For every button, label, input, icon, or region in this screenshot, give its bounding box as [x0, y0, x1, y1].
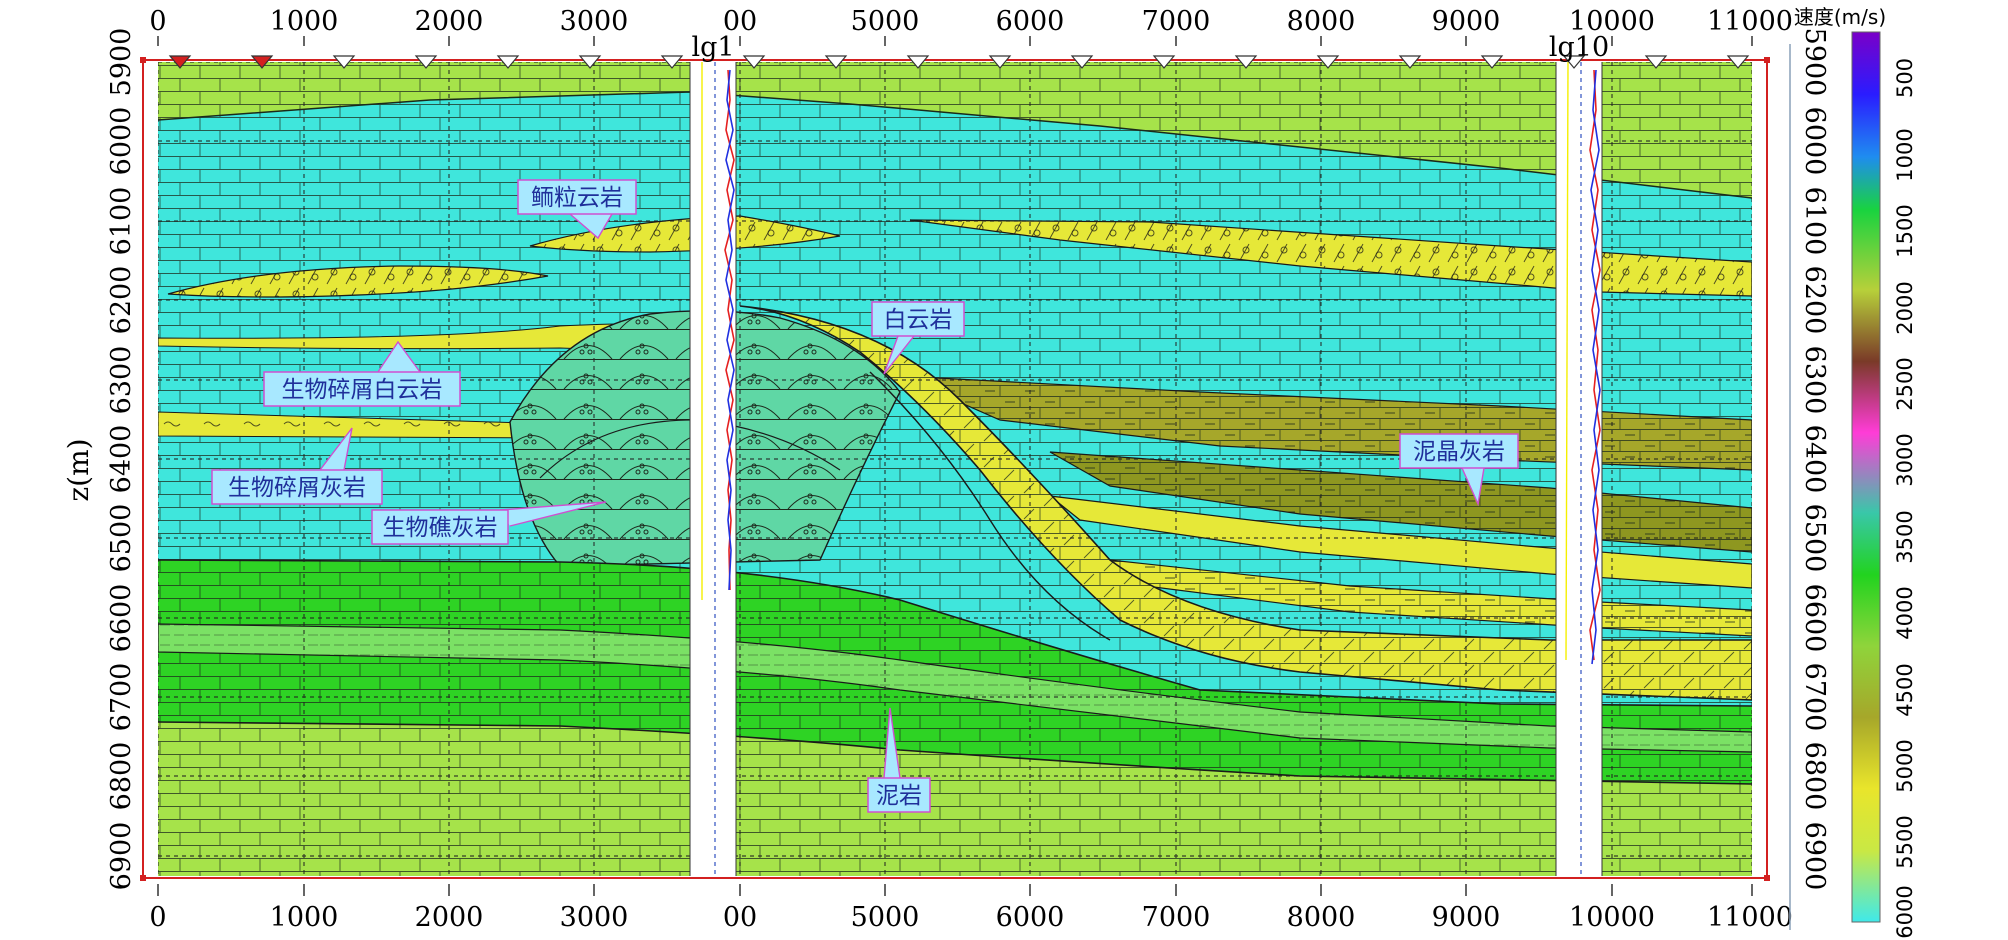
colorbar-tick-4500: 4500 [1893, 663, 1917, 716]
well-labels: lg1 lg10 [691, 32, 1609, 63]
colorbar-tick-5000: 5000 [1893, 739, 1917, 792]
y-tick-left-5900: 5900 [106, 28, 137, 97]
colorbar-tick-1500: 1500 [1893, 204, 1917, 257]
layer-oolitic-lenses [167, 215, 1752, 298]
y-tick-left-6600: 6600 [106, 584, 137, 653]
callout-bioclastic-limestone: 生物碎屑灰岩 [211, 427, 383, 505]
colorbar-title: 速度(m/s) [1794, 5, 1886, 29]
layer-top-yellowgreen [158, 62, 1752, 199]
colorbar-gradient [1851, 31, 1881, 923]
x-tick-top-0: 0 [149, 6, 166, 37]
model-frame [142, 59, 1768, 879]
colorbar-tick-500: 500 [1893, 58, 1917, 98]
x-tick-bottom-8000: 8000 [1287, 902, 1356, 933]
y-tick-left-6100: 6100 [106, 187, 137, 256]
colorbar-tick-5500: 5500 [1893, 815, 1917, 868]
callout-bioclastic-dolomite: 生物碎屑白云岩 [263, 340, 461, 407]
layer-dolomite-wedge [739, 305, 1752, 701]
y-tick-right-6400: 6400 [1799, 425, 1830, 494]
y-axis-right: 5900 6000 6100 6200 6300 6400 6500 6600 … [1789, 28, 1830, 930]
callout-oolitic-dolomite: 鲕粒云岩 [517, 179, 637, 240]
x-tick-top-8000: 8000 [1287, 6, 1356, 37]
x-tick-bottom-well: 00 [723, 902, 757, 933]
y-tick-right-6700: 6700 [1799, 663, 1830, 732]
callout-text-bioclastic-dolomite: 生物碎屑白云岩 [282, 377, 443, 403]
y-tick-right-6100: 6100 [1799, 187, 1830, 256]
velocity-colorbar: 速度(m/s) 500 1000 1500 2000 2500 3000 350… [1794, 5, 1917, 939]
x-tick-bottom-1000: 1000 [270, 902, 339, 933]
y-tick-right-6600: 6600 [1799, 584, 1830, 653]
y-tick-left-6900: 6900 [106, 822, 137, 891]
layer-light-green-stripe [158, 623, 1752, 753]
x-tick-top-11000: 11000 [1707, 6, 1793, 37]
x-tick-top-well: 00 [723, 6, 757, 37]
y-axis-label: z(m) [62, 438, 95, 501]
well-logs [701, 62, 1601, 665]
colorbar-tick-4000: 4000 [1893, 586, 1917, 639]
x-tick-bottom-5000: 5000 [851, 902, 920, 933]
y-tick-right-6900: 6900 [1799, 822, 1830, 891]
x-tick-top-3000: 3000 [560, 6, 629, 37]
colorbar-tick-6000: 6000 [1893, 885, 1917, 938]
y-tick-left-6400: 6400 [106, 425, 137, 494]
callout-dolomite: 白云岩 [871, 301, 965, 375]
colorbar-tick-3000: 3000 [1893, 433, 1917, 486]
x-tick-top-7000: 7000 [1142, 6, 1211, 37]
callout-text-micrite-limestone: 泥晶灰岩 [1413, 439, 1505, 465]
x-tick-top-2000: 2000 [415, 6, 484, 37]
y-tick-right-6800: 6800 [1799, 742, 1830, 811]
x-tick-bottom-10000: 10000 [1569, 902, 1655, 933]
colorbar-tick-3500: 3500 [1893, 510, 1917, 563]
x-tick-bottom-3000: 3000 [560, 902, 629, 933]
y-tick-right-6300: 6300 [1799, 346, 1830, 415]
colorbar-tick-2000: 2000 [1893, 281, 1917, 334]
x-tick-bottom-2000: 2000 [415, 902, 484, 933]
x-tick-bottom-9000: 9000 [1432, 902, 1501, 933]
y-axis-left: z(m) 5900 6000 6100 6200 6300 6400 6500 … [62, 28, 137, 891]
callout-text-bioclastic-limestone: 生物碎屑灰岩 [228, 475, 366, 501]
callout-micrite-limestone: 泥晶灰岩 [1399, 433, 1519, 507]
x-axis-bottom: 0 1000 2000 3000 00 5000 6000 7000 8000 … [149, 884, 1793, 933]
x-tick-bottom-0: 0 [149, 902, 166, 933]
model-area [158, 62, 1752, 876]
y-tick-right-5900: 5900 [1799, 28, 1830, 97]
y-tick-left-6300: 6300 [106, 346, 137, 415]
y-tick-left-6700: 6700 [106, 663, 137, 732]
callout-text-oolitic-dolomite: 鲕粒云岩 [531, 185, 623, 211]
layer-bottom-yellowgreen [158, 721, 1752, 876]
colorbar-tick-2500: 2500 [1893, 357, 1917, 410]
x-tick-top-10000: 10000 [1569, 6, 1655, 37]
y-tick-right-6000: 6000 [1799, 107, 1830, 176]
well-label-lg1: lg1 [691, 32, 734, 63]
callout-reef-limestone: 生物礁灰岩 [371, 501, 607, 545]
x-axis-top: 0 1000 2000 3000 00 5000 6000 7000 8000 … [149, 6, 1793, 46]
y-tick-left-6000: 6000 [106, 107, 137, 176]
x-tick-bottom-7000: 7000 [1142, 902, 1211, 933]
callout-text-reef-limestone: 生物礁灰岩 [383, 515, 498, 541]
x-tick-top-1000: 1000 [270, 6, 339, 37]
callout-text-dolomite: 白云岩 [884, 307, 953, 333]
x-tick-bottom-6000: 6000 [996, 902, 1065, 933]
callout-mudstone: 泥岩 [867, 707, 931, 813]
y-tick-right-6200: 6200 [1799, 266, 1830, 335]
y-tick-right-6500: 6500 [1799, 504, 1830, 573]
x-tick-top-9000: 9000 [1432, 6, 1501, 37]
x-tick-bottom-11000: 11000 [1707, 902, 1793, 933]
colorbar-tick-1000: 1000 [1893, 128, 1917, 181]
y-tick-left-6200: 6200 [106, 266, 137, 335]
y-tick-left-6800: 6800 [106, 742, 137, 811]
y-tick-left-6500: 6500 [106, 504, 137, 573]
receiver-markers [168, 55, 1750, 69]
x-tick-top-5000: 5000 [851, 6, 920, 37]
x-tick-top-6000: 6000 [996, 6, 1065, 37]
well-label-lg10: lg10 [1549, 32, 1609, 63]
callout-text-mudstone: 泥岩 [876, 783, 922, 809]
